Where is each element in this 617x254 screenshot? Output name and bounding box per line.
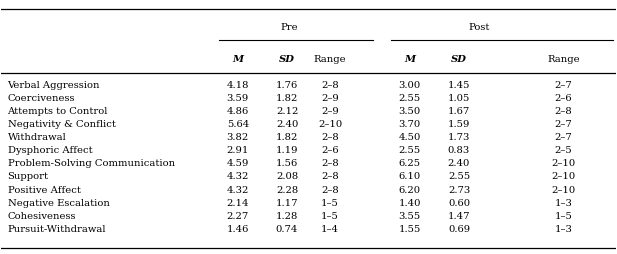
Text: 1–5: 1–5 <box>321 212 339 221</box>
Text: 1.46: 1.46 <box>226 225 249 234</box>
Text: 4.32: 4.32 <box>226 172 249 182</box>
Text: 4.59: 4.59 <box>226 160 249 168</box>
Text: 1.55: 1.55 <box>399 225 421 234</box>
Text: 0.69: 0.69 <box>448 225 470 234</box>
Text: Post: Post <box>468 23 490 32</box>
Text: 1.82: 1.82 <box>276 94 298 103</box>
Text: Withdrawal: Withdrawal <box>7 133 66 142</box>
Text: 2.12: 2.12 <box>276 107 298 116</box>
Text: 3.82: 3.82 <box>226 133 249 142</box>
Text: 2.14: 2.14 <box>226 199 249 208</box>
Text: 1.56: 1.56 <box>276 160 298 168</box>
Text: Range: Range <box>547 55 580 64</box>
Text: 1.05: 1.05 <box>448 94 470 103</box>
Text: 1.67: 1.67 <box>448 107 470 116</box>
Text: 1.82: 1.82 <box>276 133 298 142</box>
Text: 3.59: 3.59 <box>226 94 249 103</box>
Text: 2–6: 2–6 <box>321 146 339 155</box>
Text: 2.08: 2.08 <box>276 172 298 182</box>
Text: 1–3: 1–3 <box>555 225 573 234</box>
Text: 1–3: 1–3 <box>555 199 573 208</box>
Text: 1.59: 1.59 <box>448 120 470 129</box>
Text: 2.91: 2.91 <box>226 146 249 155</box>
Text: 2–10: 2–10 <box>318 120 342 129</box>
Text: 2.73: 2.73 <box>448 186 470 195</box>
Text: 3.50: 3.50 <box>399 107 421 116</box>
Text: Dysphoric Affect: Dysphoric Affect <box>7 146 92 155</box>
Text: 0.83: 0.83 <box>448 146 470 155</box>
Text: Range: Range <box>313 55 346 64</box>
Text: 6.10: 6.10 <box>399 172 421 182</box>
Text: 2–10: 2–10 <box>551 160 576 168</box>
Text: Negativity & Conflict: Negativity & Conflict <box>7 120 115 129</box>
Text: 6.20: 6.20 <box>399 186 421 195</box>
Text: Negative Escalation: Negative Escalation <box>7 199 109 208</box>
Text: 2–9: 2–9 <box>321 94 339 103</box>
Text: 1.76: 1.76 <box>276 81 298 90</box>
Text: 0.74: 0.74 <box>276 225 298 234</box>
Text: 2–8: 2–8 <box>321 81 339 90</box>
Text: 2.55: 2.55 <box>448 172 470 182</box>
Text: 2–5: 2–5 <box>555 146 573 155</box>
Text: 1.73: 1.73 <box>448 133 470 142</box>
Text: 1.17: 1.17 <box>276 199 298 208</box>
Text: 4.86: 4.86 <box>226 107 249 116</box>
Text: Support: Support <box>7 172 49 182</box>
Text: 1.28: 1.28 <box>276 212 298 221</box>
Text: 2.40: 2.40 <box>448 160 470 168</box>
Text: Cohesiveness: Cohesiveness <box>7 212 76 221</box>
Text: 2–10: 2–10 <box>551 186 576 195</box>
Text: 1.47: 1.47 <box>448 212 470 221</box>
Text: Verbal Aggression: Verbal Aggression <box>7 81 100 90</box>
Text: 2–7: 2–7 <box>555 120 573 129</box>
Text: Coerciveness: Coerciveness <box>7 94 75 103</box>
Text: 4.18: 4.18 <box>226 81 249 90</box>
Text: 3.00: 3.00 <box>399 81 421 90</box>
Text: 2–10: 2–10 <box>551 172 576 182</box>
Text: 1–4: 1–4 <box>321 225 339 234</box>
Text: M: M <box>404 55 415 64</box>
Text: 2.40: 2.40 <box>276 120 298 129</box>
Text: 2.28: 2.28 <box>276 186 298 195</box>
Text: Pursuit-Withdrawal: Pursuit-Withdrawal <box>7 225 106 234</box>
Text: Problem-Solving Communication: Problem-Solving Communication <box>7 160 175 168</box>
Text: 2.55: 2.55 <box>399 146 421 155</box>
Text: 2–8: 2–8 <box>321 186 339 195</box>
Text: 0.60: 0.60 <box>448 199 470 208</box>
Text: 2–7: 2–7 <box>555 81 573 90</box>
Text: 1.45: 1.45 <box>448 81 470 90</box>
Text: 1.40: 1.40 <box>399 199 421 208</box>
Text: 2.27: 2.27 <box>226 212 249 221</box>
Text: 4.50: 4.50 <box>399 133 421 142</box>
Text: 2–8: 2–8 <box>555 107 573 116</box>
Text: 2–8: 2–8 <box>321 160 339 168</box>
Text: 4.32: 4.32 <box>226 186 249 195</box>
Text: 1–5: 1–5 <box>321 199 339 208</box>
Text: Attempts to Control: Attempts to Control <box>7 107 108 116</box>
Text: 2–9: 2–9 <box>321 107 339 116</box>
Text: 2–7: 2–7 <box>555 133 573 142</box>
Text: 3.70: 3.70 <box>399 120 421 129</box>
Text: Positive Affect: Positive Affect <box>7 186 80 195</box>
Text: SD: SD <box>451 55 467 64</box>
Text: 2–8: 2–8 <box>321 133 339 142</box>
Text: 2–6: 2–6 <box>555 94 572 103</box>
Text: 3.55: 3.55 <box>399 212 421 221</box>
Text: 1–5: 1–5 <box>555 212 573 221</box>
Text: Pre: Pre <box>280 23 297 32</box>
Text: M: M <box>233 55 244 64</box>
Text: 2.55: 2.55 <box>399 94 421 103</box>
Text: 2–8: 2–8 <box>321 172 339 182</box>
Text: 6.25: 6.25 <box>399 160 421 168</box>
Text: SD: SD <box>279 55 295 64</box>
Text: 1.19: 1.19 <box>276 146 298 155</box>
Text: 5.64: 5.64 <box>226 120 249 129</box>
